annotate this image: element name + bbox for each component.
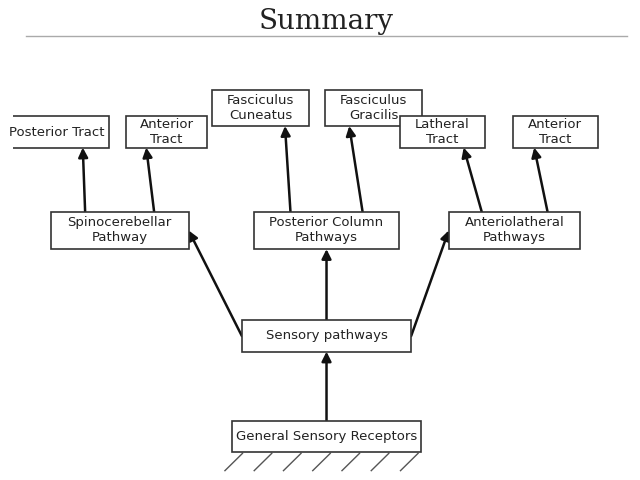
FancyBboxPatch shape <box>255 212 399 249</box>
Text: General Sensory Receptors: General Sensory Receptors <box>236 430 417 444</box>
FancyBboxPatch shape <box>513 116 598 148</box>
FancyBboxPatch shape <box>51 212 189 249</box>
Text: Anteriolatheral
Pathways: Anteriolatheral Pathways <box>465 216 564 244</box>
Text: Posterior Tract: Posterior Tract <box>9 125 105 139</box>
Text: Summary: Summary <box>259 8 394 35</box>
Text: Fasciculus
Gracilis: Fasciculus Gracilis <box>340 94 407 122</box>
FancyBboxPatch shape <box>400 116 485 148</box>
Text: Anterior
Tract: Anterior Tract <box>529 118 582 146</box>
Text: Spinocerebellar
Pathway: Spinocerebellar Pathway <box>67 216 172 244</box>
FancyBboxPatch shape <box>232 421 420 452</box>
Text: Sensory pathways: Sensory pathways <box>266 329 387 343</box>
FancyBboxPatch shape <box>449 212 580 249</box>
FancyBboxPatch shape <box>325 90 422 126</box>
Text: Posterior Column
Pathways: Posterior Column Pathways <box>269 216 383 244</box>
FancyBboxPatch shape <box>212 90 309 126</box>
Text: Anterior
Tract: Anterior Tract <box>140 118 194 146</box>
FancyBboxPatch shape <box>5 116 109 148</box>
Text: Latheral
Tract: Latheral Tract <box>415 118 470 146</box>
FancyBboxPatch shape <box>242 321 411 351</box>
Text: Fasciculus
Cuneatus: Fasciculus Cuneatus <box>227 94 294 122</box>
FancyBboxPatch shape <box>126 116 207 148</box>
